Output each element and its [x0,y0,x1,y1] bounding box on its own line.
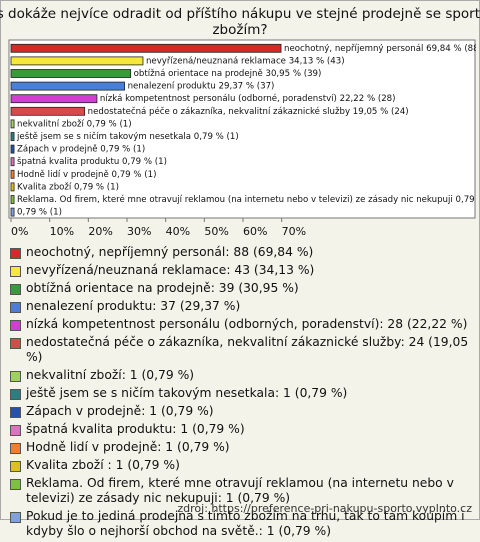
x-tick-label: 0% [11,225,28,238]
x-tick-label: 50% [204,225,228,238]
legend-swatch [10,425,21,436]
source: zdroj: https://preference-pri-nakupu-spo… [177,502,472,515]
bar [10,144,15,154]
x-tick-label: 30% [127,225,151,238]
x-tick-label: 10% [50,225,74,238]
bar-label: špatná kvalita produktu 0,79 % (1) [17,156,167,167]
legend-swatch [10,407,21,418]
bar [10,69,132,78]
legend-item: nevyřízená/neuznaná reklamace: 43 (34,13… [10,263,472,278]
bar-label: Kvalita zboží 0,79 % (1) [17,182,119,192]
bar-label: ještě jsem se s ničím takovým nesetkala … [16,131,239,142]
legend-item: špatná kvalita produktu: 1 (0,79 %) [10,422,472,437]
bar-label: nízká kompetentnost personálu (odborné, … [100,93,396,104]
legend-label: nenalezení produktu: 37 (29,37 %) [26,299,241,313]
legend-item: nekvalitní zboží: 1 (0,79 %) [10,368,472,383]
legend-swatch [10,461,21,472]
chart-title: Co Vás dokáže nejvíce odradit od příštíh… [0,6,480,38]
legend-label: Reklama. Od firem, které mne otravují re… [26,476,454,505]
legend-label: Zápach v prodejně: 1 (0,79 %) [26,404,214,418]
bar-label: nedostatečná péče o zákazníka, nekvalitn… [88,106,409,117]
legend-item: Hodně lidí v prodejně: 1 (0,79 %) [10,440,472,455]
bar-label: nevyřízená/neuznaná reklamace 34,13 % (4… [146,56,345,66]
bar [10,43,282,53]
legend-label: nekvalitní zboží: 1 (0,79 %) [26,368,195,382]
legend-swatch [10,284,21,295]
legend-item: neochotný, nepříjemný personál: 88 (69,8… [10,245,472,260]
legend-label: nevyřízená/neuznaná reklamace: 43 (34,13… [26,263,315,277]
legend: neochotný, nepříjemný personál: 88 (69,8… [10,245,472,542]
legend-swatch [10,248,21,259]
legend-swatch [10,479,21,490]
legend-label: neochotný, nepříjemný personál: 88 (69,8… [26,245,314,259]
legend-label: Hodně lidí v prodejně: 1 (0,79 %) [26,440,230,454]
bar [10,132,15,141]
x-tick-label: 60% [243,225,267,238]
bar [10,157,15,167]
x-tick-label: 40% [166,225,190,238]
legend-swatch [10,320,21,331]
legend-item: nenalezení produktu: 37 (29,37 %) [10,299,472,314]
legend-label: nízká kompetentnost personálu (odborných… [26,317,468,331]
bars: neochotný, nepříjemný personál 69,84 % (… [10,43,480,218]
bar-label: nenalezení produktu 29,37 % (37) [128,82,275,92]
legend-label: ještě jsem se s ničím takovým nesetkala:… [26,386,348,400]
bar-label: Zápach v prodejně 0,79 % (1) [17,144,145,155]
bar-label: obtížná orientace na prodejně 30,95 % (3… [134,68,322,79]
legend-item: Kvalita zboží : 1 (0,79 %) [10,458,472,473]
legend-swatch [10,302,21,313]
legend-label: špatná kvalita produktu: 1 (0,79 %) [26,422,245,436]
legend-label: nedostatečná péče o zákazníka, nekvalitn… [26,335,469,364]
legend-label: Kvalita zboží : 1 (0,79 %) [26,458,180,472]
bar [10,207,15,217]
bar-label: Hodně lidí v prodejně 0,79 % (1) [17,169,156,180]
chart: Co Vás dokáže nejvíce odradit od příštíh… [0,6,480,238]
bar-label: 0,79 % (1) [17,208,62,218]
legend-item: nedostatečná péče o zákazníka, nekvalitn… [10,335,472,365]
legend-label: obtížná orientace na prodejně: 39 (30,95… [26,281,299,295]
bar [10,106,86,116]
legend-item: Zápach v prodejně: 1 (0,79 %) [10,404,472,419]
legend-item: nízká kompetentnost personálu (odborných… [10,317,472,332]
legend-swatch [10,389,21,400]
legend-swatch [10,338,21,349]
bar [10,195,15,204]
x-tick-label: 20% [88,225,112,238]
bar [10,56,144,66]
legend-swatch [10,266,21,277]
legend-item: ještě jsem se s ničím takovým nesetkala:… [10,386,472,401]
legend-swatch [10,371,21,382]
x-tick-label: 70% [282,225,306,238]
legend-item: obtížná orientace na prodejně: 39 (30,95… [10,281,472,296]
legend-swatch [10,443,21,454]
bar-label: nekvalitní zboží 0,79 % (1) [17,119,132,129]
legend-item: Reklama. Od firem, které mne otravují re… [10,476,472,506]
bar [10,81,125,91]
bar [10,94,98,104]
bar [10,119,15,129]
legend-swatch [10,512,21,523]
bar-label: neochotný, nepříjemný personál 69,84 % (… [284,44,480,54]
bar [10,169,15,179]
bar [10,182,15,192]
bar-label: Reklama. Od firem, které mne otravují re… [17,194,480,205]
